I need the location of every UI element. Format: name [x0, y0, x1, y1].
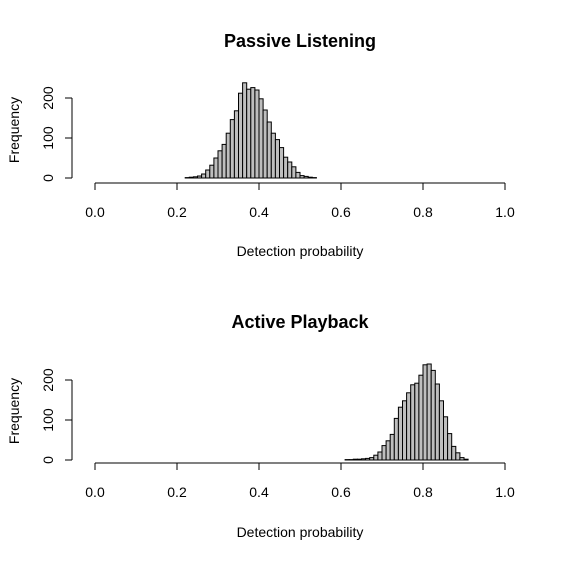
histogram-bar [242, 82, 248, 179]
histogram-bar [279, 147, 285, 179]
histogram-bar [402, 400, 408, 461]
histogram-bar [258, 98, 264, 179]
chart-active-playback: Active Playback Detection probability Fr… [6, 312, 515, 540]
x-tick-label: 0.8 [413, 204, 433, 220]
histogram-bar [225, 132, 231, 179]
histogram-bar [438, 400, 444, 461]
histogram-bar [377, 451, 383, 461]
x-tick-label: 0.2 [167, 484, 187, 500]
histogram-bar [274, 139, 280, 179]
histogram-bar [381, 445, 387, 461]
histogram-bar [262, 109, 268, 179]
histogram-bar [430, 369, 436, 461]
histogram-bar [422, 364, 428, 461]
x-tick-label: 0.0 [85, 484, 105, 500]
histogram-bar [369, 457, 375, 461]
histogram-bar [250, 87, 256, 179]
histogram-bar [365, 457, 371, 461]
axes-group: 0.0 0.2 0.4 0.6 0.8 1.0 0 100 200 [40, 86, 515, 220]
histogram-bar [389, 433, 395, 461]
histogram-bar [287, 161, 293, 179]
y-tick-label: 100 [40, 126, 56, 150]
histogram-bar [361, 458, 367, 461]
histogram-bar [266, 121, 272, 179]
histogram-bar [238, 92, 244, 179]
bars-group [344, 363, 469, 461]
x-tick-label: 0.8 [413, 484, 433, 500]
x-tick-label: 1.0 [495, 204, 515, 220]
histogram-bar [270, 132, 276, 179]
y-tick-label: 100 [40, 408, 56, 432]
x-tick-label: 0.2 [167, 204, 187, 220]
histogram-bar [299, 175, 305, 179]
y-axis-label: Frequency [6, 378, 22, 444]
histogram-bar [434, 383, 440, 461]
histogram-bar [447, 433, 453, 461]
histogram-bar [295, 171, 301, 179]
y-tick-label: 200 [40, 86, 56, 110]
y-tick-label: 0 [40, 456, 56, 464]
histogram-bar [356, 458, 362, 461]
chart-title: Active Playback [231, 312, 369, 332]
histogram-bar [443, 416, 449, 461]
histogram-bar [217, 150, 223, 179]
y-tick-label: 200 [40, 368, 56, 392]
histogram-bar [205, 169, 211, 179]
histogram-bar [463, 458, 469, 461]
histogram-bar [201, 173, 207, 179]
histogram-bar [414, 382, 420, 461]
histogram-bar [221, 143, 227, 179]
x-tick-label: 0.6 [331, 484, 351, 500]
x-tick-label: 0.0 [85, 204, 105, 220]
histogram-bar [418, 374, 424, 461]
x-tick-label: 0.6 [331, 204, 351, 220]
histogram-bar [352, 458, 358, 461]
x-axis-label: Detection probability [237, 243, 364, 259]
histogram-bar [393, 417, 399, 461]
bars-group [184, 82, 317, 179]
histogram-bar [406, 392, 412, 461]
histogram-bar [213, 157, 219, 179]
histogram-bar [197, 175, 203, 179]
histogram-bar [426, 363, 432, 461]
x-tick-label: 0.4 [249, 204, 269, 220]
histogram-bar [397, 406, 403, 461]
histogram-bar [373, 454, 379, 461]
chart-passive-listening: Passive Listening Detection probability … [6, 31, 515, 259]
histogram-bar [303, 175, 309, 179]
histogram-bar [233, 110, 239, 179]
histogram-bar [229, 119, 235, 179]
histogram-bar [455, 452, 461, 461]
histogram-bar [188, 176, 194, 179]
y-tick-label: 0 [40, 174, 56, 182]
histogram-bar [459, 457, 465, 461]
histogram-bar [209, 164, 215, 179]
histogram-bar [307, 176, 313, 179]
x-tick-label: 0.4 [249, 484, 269, 500]
x-tick-label: 1.0 [495, 484, 515, 500]
histogram-bar [192, 176, 198, 179]
y-axis-label: Frequency [6, 97, 22, 163]
histogram-bar [246, 88, 252, 179]
histogram-bar [254, 89, 260, 179]
x-axis-label: Detection probability [237, 524, 364, 540]
histogram-bar [283, 156, 289, 179]
histogram-bar [410, 384, 416, 461]
chart-title: Passive Listening [224, 31, 376, 51]
histogram-bar [385, 440, 391, 461]
histogram-bar [451, 445, 457, 461]
axes-group: 0.0 0.2 0.4 0.6 0.8 1.0 0 100 200 [40, 368, 515, 500]
histogram-bar [291, 166, 297, 179]
